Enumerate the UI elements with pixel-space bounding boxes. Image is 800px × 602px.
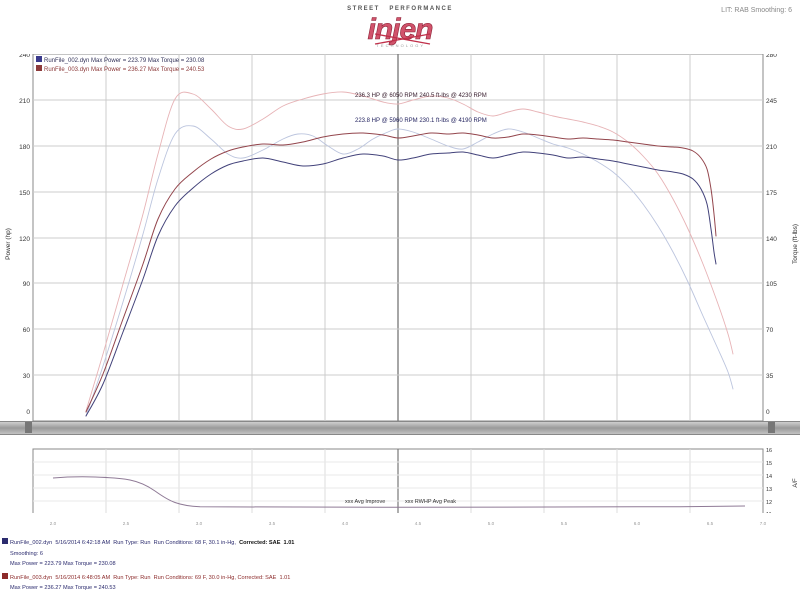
svg-text:223.8 HP @ 5960 RPM 230.1 ft: 223.8 HP @ 5960 RPM 230.1 ft-lbs @ 4190 … <box>355 118 487 124</box>
svg-text:5.0: 5.0 <box>488 521 495 526</box>
svg-text:13: 13 <box>766 487 772 493</box>
svg-text:14: 14 <box>766 474 772 480</box>
svg-text:11: 11 <box>766 512 772 513</box>
svg-text:16: 16 <box>766 448 772 454</box>
svg-text:236.3 HP @ 6050 RPM 240.5 ft: 236.3 HP @ 6050 RPM 240.5 ft-lbs @ 4230 … <box>355 93 487 99</box>
svg-text:xxx RWHP Avg Peak: xxx RWHP Avg Peak <box>405 499 456 505</box>
svg-text:7.0: 7.0 <box>760 521 767 526</box>
svg-text:xxx Avg Improve: xxx Avg Improve <box>345 499 385 505</box>
svg-text:2.5: 2.5 <box>123 521 130 526</box>
svg-text:6.0: 6.0 <box>634 521 641 526</box>
svg-text:injen: injen <box>367 13 433 46</box>
svg-text:12: 12 <box>766 500 772 506</box>
svg-text:A/F: A/F <box>793 478 799 488</box>
svg-text:4.0: 4.0 <box>342 521 349 526</box>
svg-text:4.5: 4.5 <box>415 521 422 526</box>
svg-text:6.5: 6.5 <box>707 521 714 526</box>
svg-text:2.0: 2.0 <box>50 521 57 526</box>
svg-text:3.0: 3.0 <box>196 521 203 526</box>
svg-text:15: 15 <box>766 461 772 467</box>
svg-text:5.5: 5.5 <box>561 521 568 526</box>
svg-text:3.5: 3.5 <box>269 521 276 526</box>
